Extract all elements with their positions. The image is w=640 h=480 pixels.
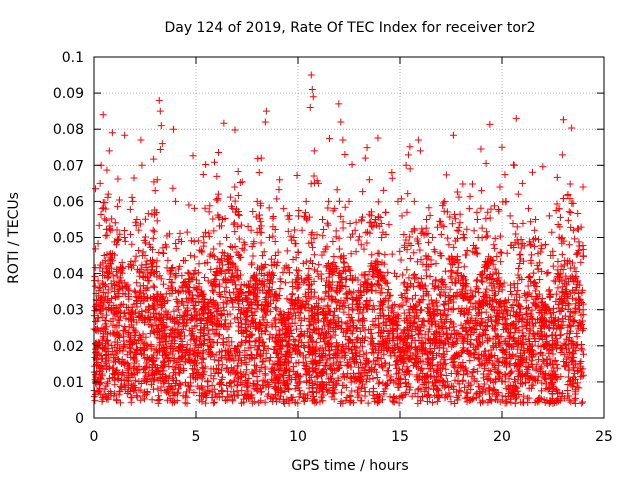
chart-background — [0, 0, 640, 480]
chart: 0 5 10 15 20 25 00.010.020.030.040.050.060.07… — [0, 0, 640, 480]
